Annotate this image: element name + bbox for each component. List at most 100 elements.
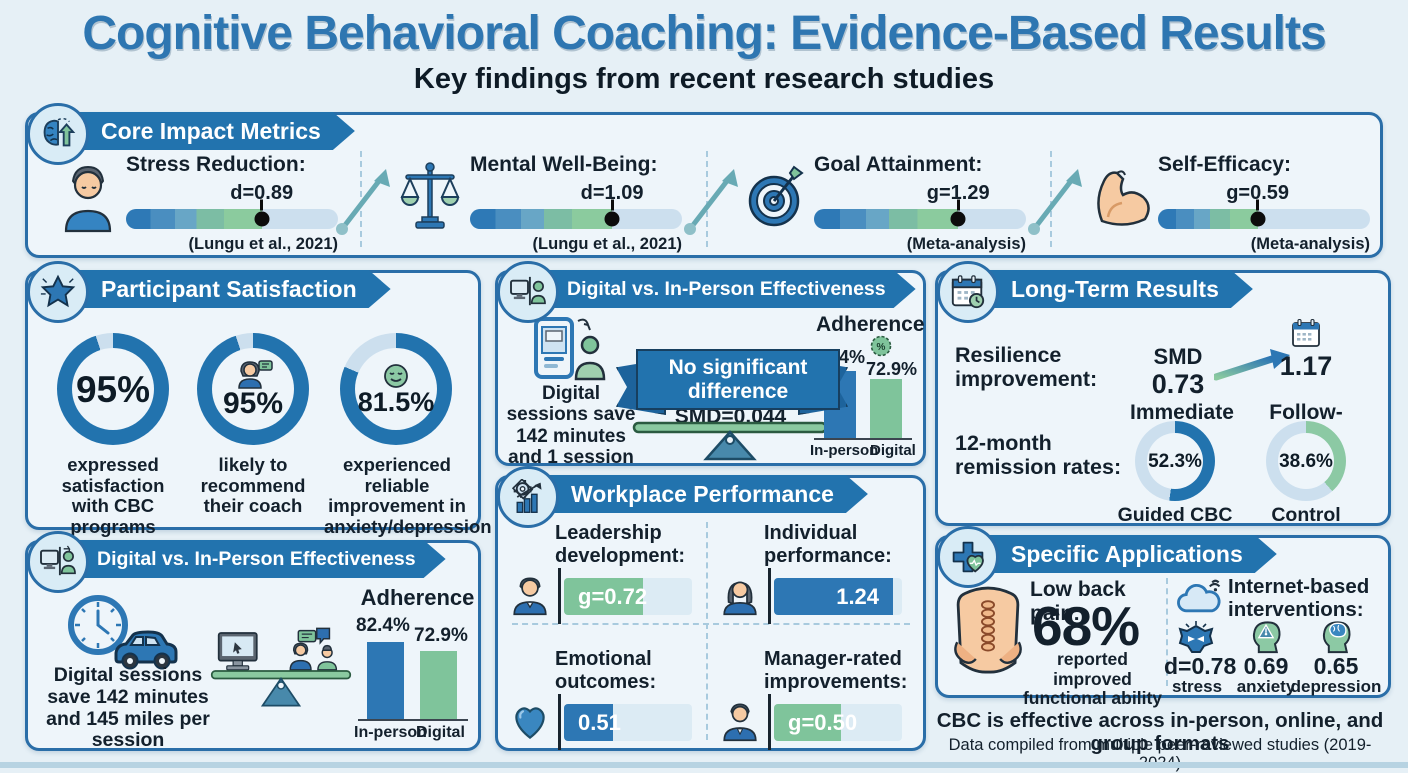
page-subtitle: Key findings from recent research studie…	[413, 63, 995, 95]
donut-value: 38.6%	[1279, 450, 1333, 472]
bar-digital	[420, 650, 457, 720]
workplace-bar: g=0.72	[564, 578, 692, 615]
remission-label: 12-month remission rates:	[955, 431, 1122, 480]
chart-title: Adherence	[360, 585, 475, 610]
metric-mental-wellbeing: Mental Well-Being: d=1.09 (Lungu et al.,…	[400, 153, 686, 254]
workplace-performance-header: Workplace Performance	[495, 466, 868, 537]
phone-person-icon	[534, 317, 606, 381]
screen-person-icon	[497, 261, 559, 323]
medical-cross-heart-icon	[937, 526, 999, 588]
guided-cbc-donut: 52.3%	[1135, 421, 1215, 501]
donut-caption: Control	[1271, 504, 1341, 526]
improvement-arrow	[1214, 349, 1290, 381]
savings-text: Digital sessions save 142 minutes and 1 …	[506, 383, 636, 468]
workplace-performance-panel: Workplace Performance Leadership develop…	[495, 466, 926, 751]
stress-head-icon	[1178, 621, 1214, 653]
businessman-icon	[513, 577, 547, 616]
effect-size-gauge	[814, 209, 1026, 229]
smiley-icon	[384, 363, 408, 388]
metric-self-efficacy: Self-Efficacy: g=0.59 (Meta-analysis)	[1088, 153, 1370, 254]
bar-axis	[768, 694, 771, 750]
back-pain-caption: reported improved functional ability	[1022, 649, 1163, 709]
metric-label: Self-Efficacy:	[1158, 153, 1292, 176]
anxiety-head-icon	[1252, 621, 1281, 654]
core-impact-metrics-panel: Core Impact Metrics Stress Reduction: d=…	[25, 103, 1383, 258]
stat-value: 0.65	[1313, 653, 1359, 679]
stat-label: anxiety	[1236, 677, 1296, 696]
back-pain-label: Low back pain:	[1030, 578, 1126, 625]
section-title: Digital vs. In-Person Effectiveness	[59, 540, 446, 578]
bar-digital	[870, 379, 902, 439]
improvement-donut: 81.5%	[340, 333, 452, 445]
donut-caption: Guided CBC	[1117, 504, 1233, 526]
metric-value: g=1.29	[926, 182, 990, 204]
core-impact-metrics-header: Core Impact Metrics	[25, 103, 355, 174]
workplace-item-label: Manager-rated improvements:	[764, 648, 908, 693]
cloud-wifi-icon	[1177, 579, 1221, 613]
metric-stress-reduction: Stress Reduction: d=0.89 (Lungu et al., …	[56, 153, 342, 254]
gauge-marker	[950, 211, 966, 227]
stat-label: stress	[1171, 677, 1223, 696]
specific-applications-panel: Specific Applications Low back pain: 68%…	[935, 526, 1391, 708]
calendar-icon	[1292, 318, 1320, 347]
workplace-bar: 0.51	[564, 704, 692, 741]
bar-in-person	[367, 641, 404, 720]
stat-value: 0.69	[1243, 653, 1289, 679]
section-title: Digital vs. In-Person Effectiveness	[529, 270, 916, 308]
section-title: Long-Term Results	[969, 270, 1253, 308]
workplace-item-label: Individual performance:	[764, 522, 892, 567]
metric-value: g=0.59	[1226, 182, 1290, 204]
bar-value: 82.4%	[356, 615, 410, 636]
bar-fill: 1.24	[774, 578, 894, 615]
bar-label: Digital	[416, 724, 465, 741]
metric-source: (Lungu et al., 2021)	[532, 235, 682, 253]
trend-up-arrow	[684, 169, 738, 235]
participant-satisfaction-panel: Participant Satisfaction 95% expressed s…	[25, 261, 492, 558]
chart-baseline	[814, 437, 912, 440]
divider	[1050, 151, 1052, 247]
gauge-marker	[254, 211, 270, 227]
trend-up-arrow	[1028, 169, 1082, 235]
donut-value: 81.5%	[357, 386, 435, 417]
section-title: Specific Applications	[969, 535, 1277, 573]
donut-value: 95%	[222, 387, 284, 420]
bar-label: Digital	[870, 442, 916, 459]
balance-seesaw-small	[632, 421, 828, 461]
resilience-label: Resilience improvement:	[955, 343, 1098, 392]
brain-growth-icon	[27, 103, 89, 165]
clock-car-icon	[68, 595, 178, 670]
bar-label: In-person	[354, 724, 427, 741]
chart-baseline	[358, 718, 468, 721]
bar-axis	[558, 694, 561, 750]
donut-caption: expressed satisfaction with CBC programs	[61, 454, 165, 538]
satisfaction-donut: 95%	[57, 333, 169, 445]
divider	[512, 623, 910, 625]
businesswoman-icon	[723, 581, 757, 616]
back-spine-icon	[954, 586, 1022, 674]
balance-seesaw-graphic	[210, 627, 352, 707]
percent-badge-icon: %	[870, 335, 892, 357]
star-icon	[27, 261, 89, 323]
digital-vs-inperson-left-panel: Digital vs. In-Person Effectiveness Digi…	[25, 531, 481, 751]
workplace-item-label: Leadership development:	[555, 522, 686, 567]
stat-label: depression	[1290, 677, 1382, 696]
heart-icon	[515, 707, 545, 740]
gauge-marker	[1250, 211, 1266, 227]
section-title: Participant Satisfaction	[59, 270, 391, 308]
workplace-bar: 1.24	[774, 578, 902, 615]
recommend-donut: 95%	[197, 333, 309, 445]
metric-value: d=1.09	[580, 182, 644, 204]
target-icon	[744, 159, 808, 235]
donut-value: 95%	[75, 368, 151, 410]
digital-vs-inperson-mid-panel: Digital vs. In-Person Effectiveness Digi…	[495, 261, 926, 468]
metric-label: Goal Attainment:	[814, 153, 983, 176]
bar-value: 72.9%	[866, 359, 918, 379]
control-donut: 38.6%	[1266, 421, 1346, 501]
person-icon	[56, 159, 120, 235]
trend-up-arrow	[336, 169, 390, 235]
bar-axis	[558, 568, 561, 624]
bar-fill: g=0.72	[564, 578, 647, 615]
internet-label: Internet-based interventions:	[1228, 575, 1370, 621]
followup-value: 1.17	[1279, 351, 1333, 381]
